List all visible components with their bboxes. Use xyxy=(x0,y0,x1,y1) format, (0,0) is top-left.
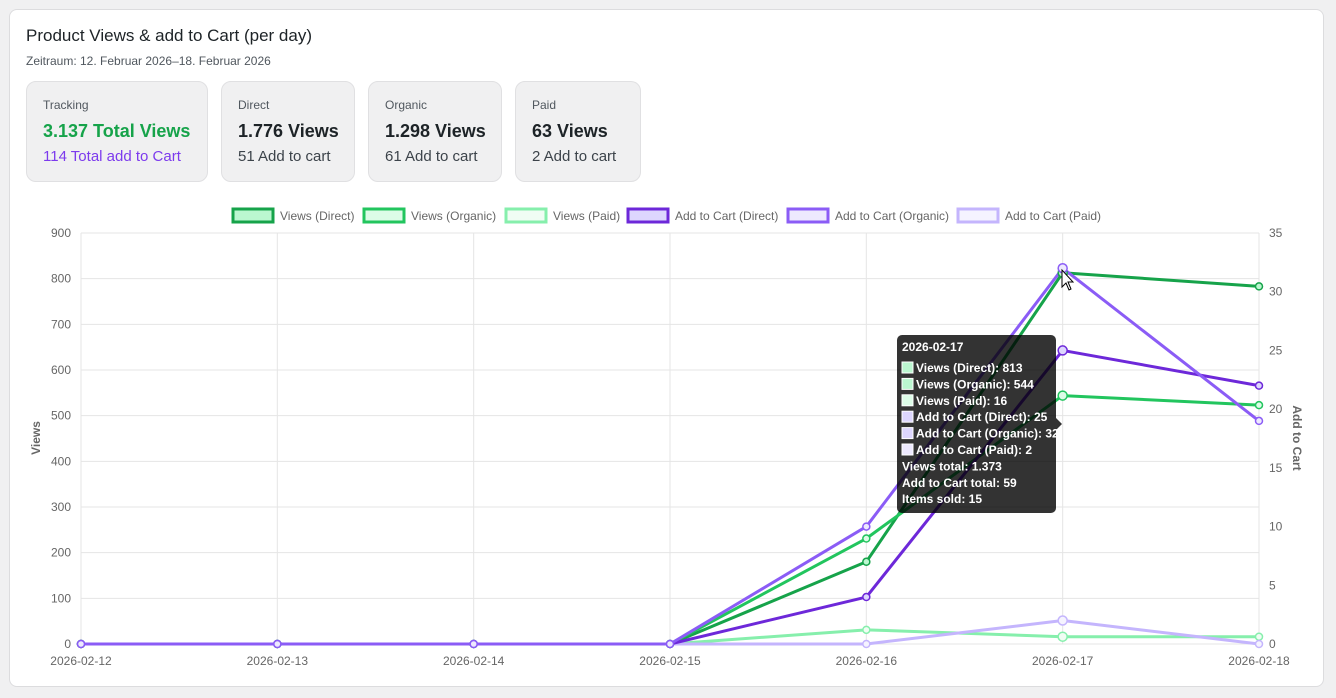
data-point[interactable] xyxy=(862,522,871,531)
tooltip-line: Views total: 1.373 xyxy=(902,459,1002,473)
chart-card: Product Views & add to Cart (per day) Ze… xyxy=(9,9,1324,687)
tile-add-to-cart: 61 Add to cart xyxy=(385,148,478,165)
y-axis-title: Views xyxy=(29,421,43,455)
tile-organic: Organic 1.298 Views 61 Add to cart xyxy=(368,81,502,182)
tooltip-line: Add to Cart (Paid): 2 xyxy=(916,443,1032,457)
tile-views: 1.298 Views xyxy=(385,121,486,141)
mouse-cursor-icon xyxy=(1061,268,1075,291)
x-tick-label: 2026-02-15 xyxy=(639,654,701,668)
summary-tiles: Tracking 3.137 Total Views 114 Total add… xyxy=(26,81,641,182)
data-point[interactable] xyxy=(1254,639,1264,649)
legend-label: Views (Direct) xyxy=(280,209,354,223)
tooltip-swatch xyxy=(901,361,914,374)
tooltip-line: Views (Organic): 544 xyxy=(916,377,1034,391)
data-point-hover[interactable] xyxy=(1057,615,1068,626)
tooltip-line: Add to Cart (Direct): 25 xyxy=(916,410,1048,424)
tile-label: Tracking xyxy=(43,98,89,112)
legend-swatch[interactable] xyxy=(504,207,548,224)
chart-title: Product Views & add to Cart (per day) xyxy=(26,26,312,45)
x-tick-label: 2026-02-16 xyxy=(836,654,898,668)
tooltip-line: Items sold: 15 xyxy=(902,492,982,506)
y2-tick-label: 10 xyxy=(1269,520,1283,534)
tooltip-line: Add to Cart total: 59 xyxy=(902,476,1017,490)
tile-label: Paid xyxy=(532,98,557,112)
data-point[interactable] xyxy=(1254,400,1264,410)
x-tick-label: 2026-02-14 xyxy=(443,654,505,668)
y2-tick-label: 0 xyxy=(1269,637,1276,651)
tile-total-add-to-cart: 114 Total add to Cart xyxy=(43,148,181,165)
x-tick-label: 2026-02-18 xyxy=(1228,654,1290,668)
tooltip-caret xyxy=(1056,418,1062,430)
legend-swatch[interactable] xyxy=(231,207,275,224)
y2-tick-label: 25 xyxy=(1269,343,1283,357)
y-tick-label: 300 xyxy=(51,500,71,514)
data-point[interactable] xyxy=(862,639,871,649)
tile-label: Organic xyxy=(385,98,428,112)
y-tick-label: 400 xyxy=(51,454,71,468)
tooltip-swatch xyxy=(901,443,914,456)
y2-axis-title: Add to Cart xyxy=(1290,405,1304,470)
data-point[interactable] xyxy=(862,557,871,567)
tile-views: 63 Views xyxy=(532,121,608,141)
tooltip-title: 2026-02-17 xyxy=(902,340,964,354)
y-tick-label: 700 xyxy=(51,317,71,331)
tooltip-line: Add to Cart (Organic): 32 xyxy=(916,427,1059,441)
data-point-hover[interactable] xyxy=(1057,390,1068,401)
tooltip-swatch xyxy=(901,394,914,407)
tile-total-views: 3.137 Total Views xyxy=(43,121,191,141)
x-tick-label: 2026-02-13 xyxy=(247,654,309,668)
data-point[interactable] xyxy=(862,534,871,543)
data-point[interactable] xyxy=(862,625,871,635)
tooltip-swatch xyxy=(901,410,914,423)
tooltip-line: Views (Direct): 813 xyxy=(916,361,1023,375)
tile-direct: Direct 1.776 Views 51 Add to cart xyxy=(221,81,355,182)
data-point[interactable] xyxy=(76,639,86,649)
y2-tick-label: 30 xyxy=(1269,285,1283,299)
legend-swatch[interactable] xyxy=(956,207,1000,224)
x-tick-label: 2026-02-12 xyxy=(50,654,112,668)
y2-tick-label: 5 xyxy=(1269,578,1276,592)
data-point[interactable] xyxy=(1254,632,1264,641)
y-tick-label: 600 xyxy=(51,363,71,377)
data-point-hover[interactable] xyxy=(1057,345,1068,356)
data-point[interactable] xyxy=(1254,381,1264,390)
y2-tick-label: 35 xyxy=(1269,226,1283,240)
data-point[interactable] xyxy=(273,639,282,649)
y-tick-label: 800 xyxy=(51,272,71,286)
legend-swatch[interactable] xyxy=(362,207,406,224)
tooltip-swatch xyxy=(901,377,914,390)
tile-add-to-cart: 2 Add to cart xyxy=(532,148,617,165)
tile-views: 1.776 Views xyxy=(238,121,339,141)
y-tick-label: 500 xyxy=(51,409,71,423)
x-tick-label: 2026-02-17 xyxy=(1032,654,1094,668)
y2-tick-label: 15 xyxy=(1269,461,1283,475)
data-point[interactable] xyxy=(1254,282,1264,291)
data-point[interactable] xyxy=(1254,416,1264,426)
data-point-hover[interactable] xyxy=(1057,631,1068,642)
legend-label: Add to Cart (Paid) xyxy=(1005,209,1101,223)
legend-label: Add to Cart (Organic) xyxy=(835,209,949,223)
tooltip-line: Views (Paid): 16 xyxy=(916,394,1007,408)
period-label: Zeitraum: 12. Februar 2026–18. Februar 2… xyxy=(26,54,271,68)
legend-label: Views (Organic) xyxy=(411,209,496,223)
y2-tick-label: 20 xyxy=(1269,402,1283,416)
legend-label: Add to Cart (Direct) xyxy=(675,209,778,223)
data-point[interactable] xyxy=(665,639,675,649)
tile-add-to-cart: 51 Add to cart xyxy=(238,148,331,165)
tooltip-swatch xyxy=(901,427,914,440)
legend-swatch[interactable] xyxy=(786,207,830,224)
tile-paid: Paid 63 Views 2 Add to cart xyxy=(515,81,641,182)
legend-label: Views (Paid) xyxy=(553,209,620,223)
data-point[interactable] xyxy=(862,592,871,602)
tile-tracking: Tracking 3.137 Total Views 114 Total add… xyxy=(26,81,208,182)
y-tick-label: 100 xyxy=(51,591,71,605)
tooltip-box xyxy=(897,335,1056,513)
y-tick-label: 200 xyxy=(51,546,71,560)
tile-label: Direct xyxy=(238,98,270,112)
data-point[interactable] xyxy=(469,639,478,649)
y-tick-label: 0 xyxy=(64,637,71,651)
y-tick-label: 900 xyxy=(51,226,71,240)
legend-swatch[interactable] xyxy=(626,207,670,224)
